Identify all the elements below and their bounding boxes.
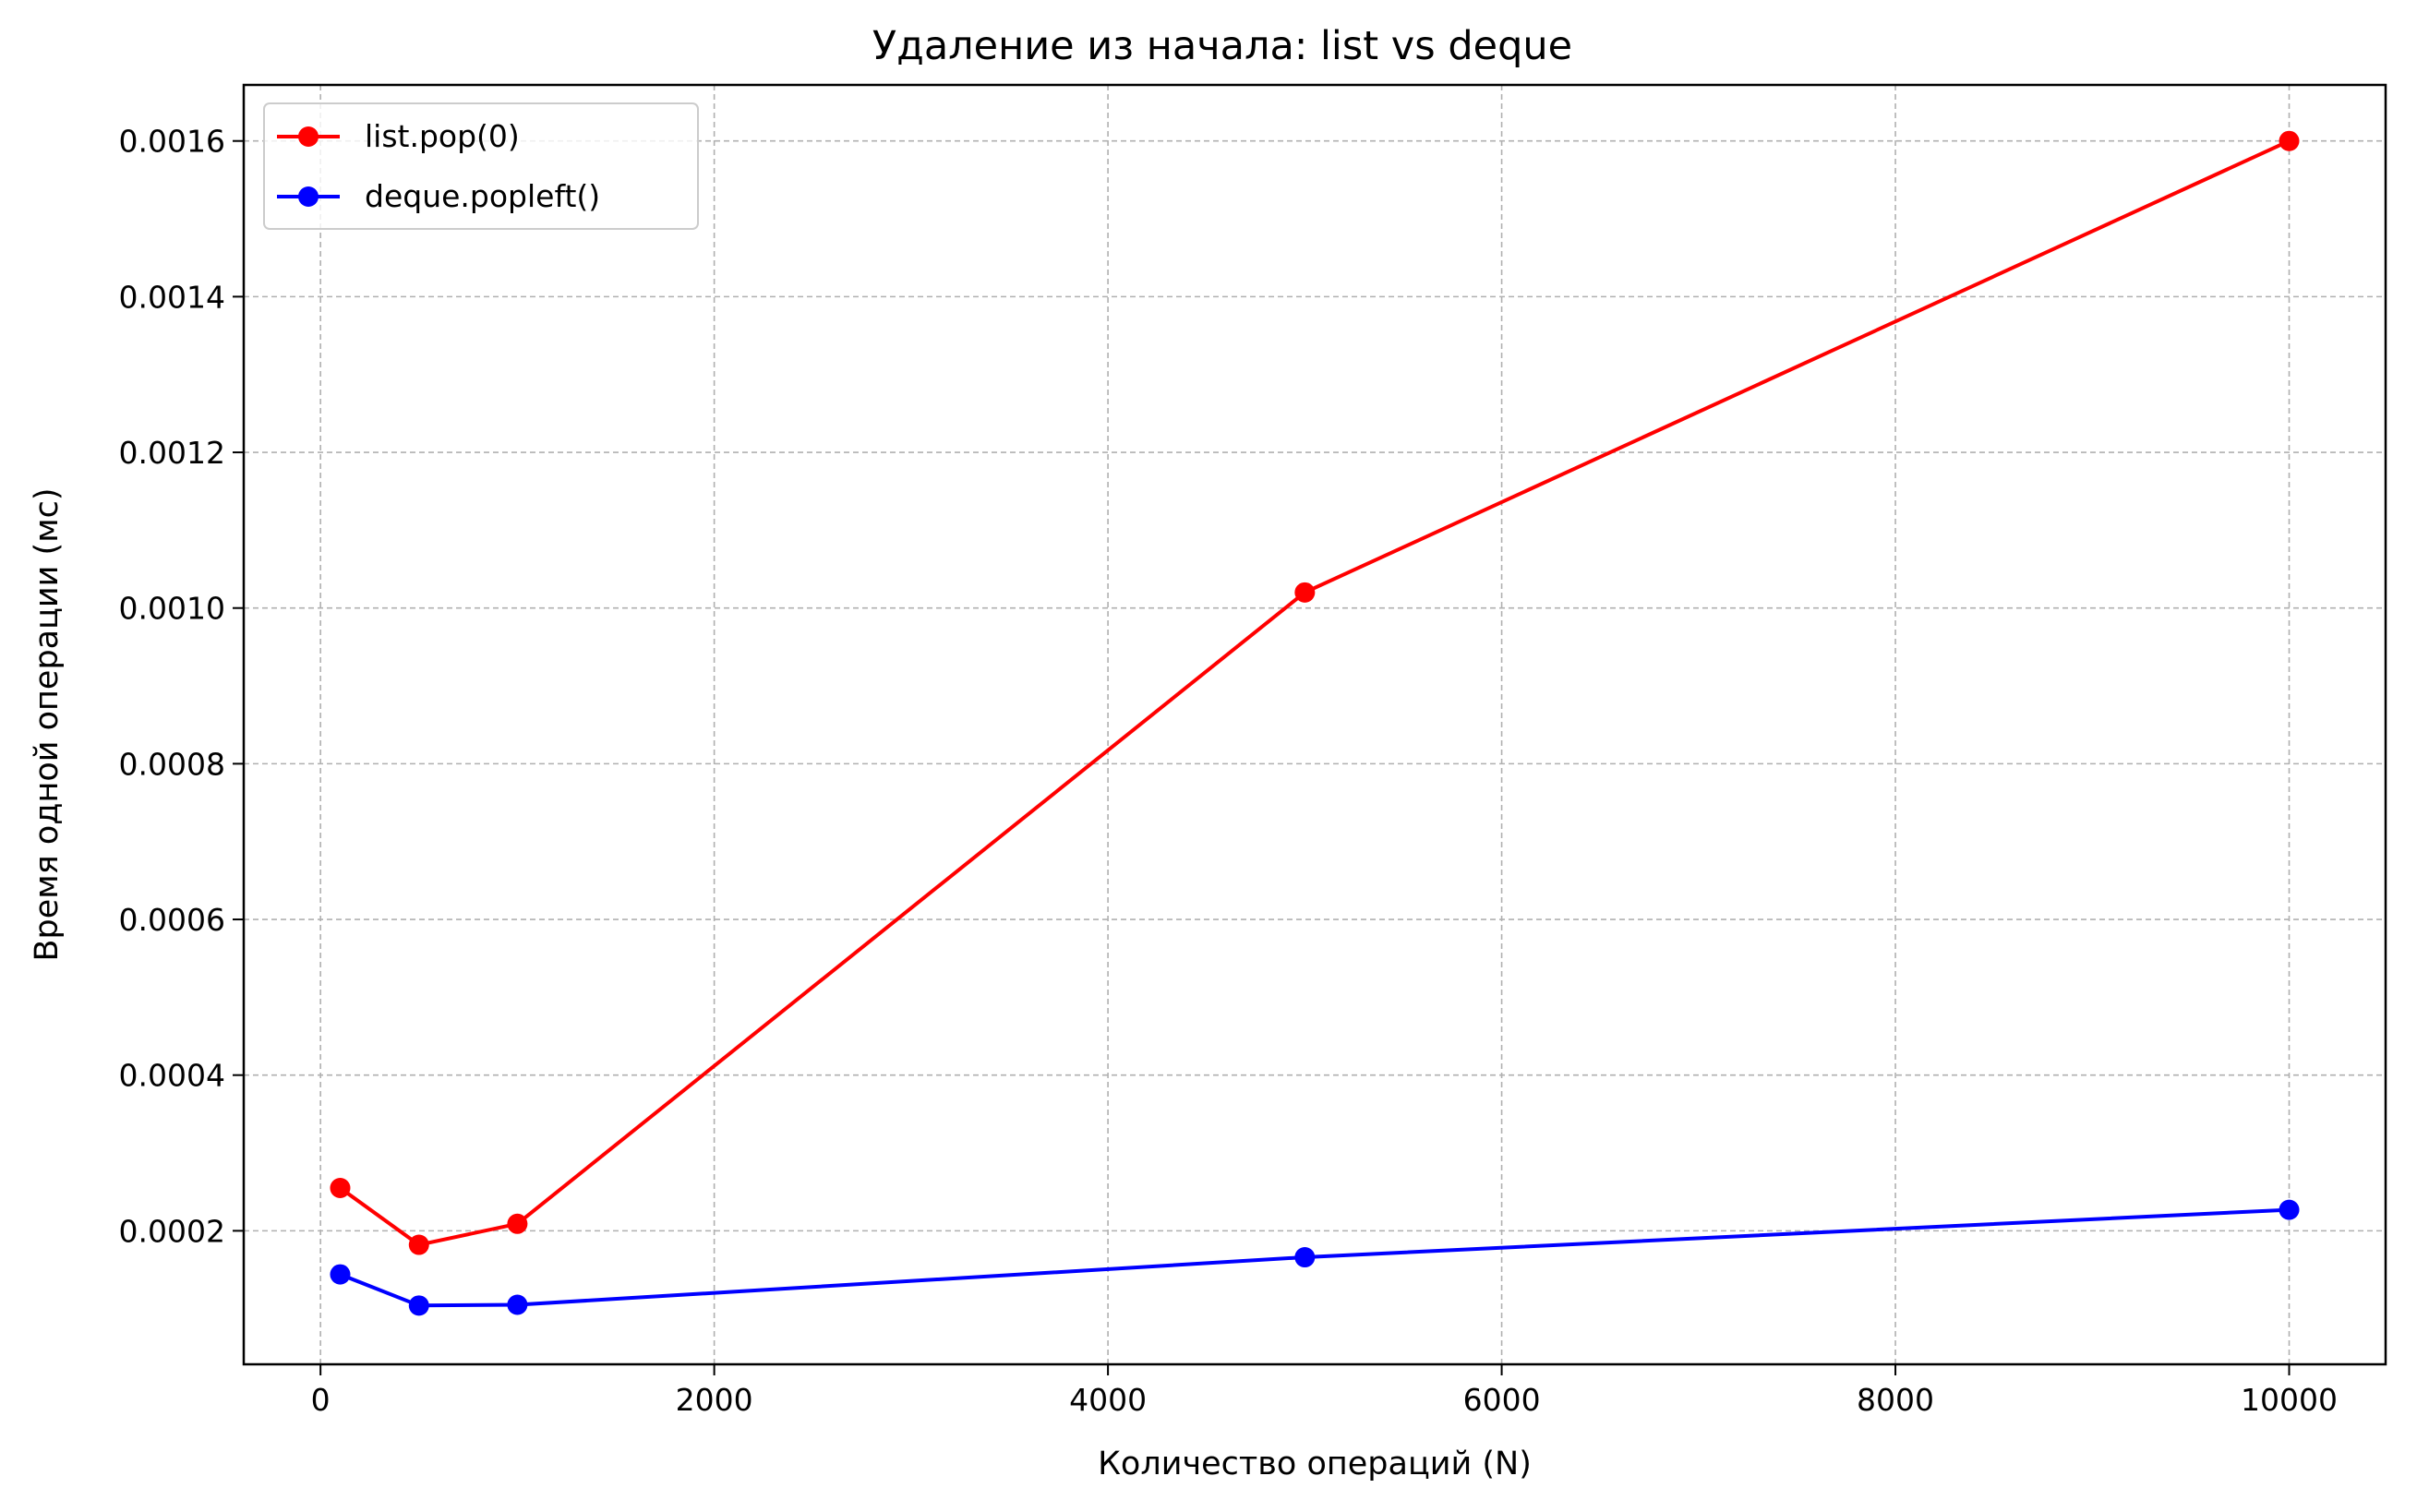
legend-box bbox=[263, 102, 699, 230]
data-point bbox=[507, 1213, 528, 1234]
chart-title: Удаление из начала: list vs deque bbox=[872, 23, 1572, 69]
data-point bbox=[1294, 582, 1316, 603]
x-tick-label: 0 bbox=[311, 1382, 331, 1418]
data-point bbox=[2279, 1199, 2300, 1220]
series-0 bbox=[330, 130, 2300, 1255]
x-tick-label: 2000 bbox=[676, 1382, 753, 1418]
data-point bbox=[1294, 1247, 1316, 1268]
y-axis: 0.0002 0.0004 0.0006 0.0008 0.0010 0.0012 0.00… bbox=[119, 124, 244, 1249]
legend-marker-list bbox=[298, 126, 319, 147]
legend-marker-deque bbox=[298, 186, 319, 207]
data-point bbox=[507, 1294, 528, 1315]
legend-label-deque: deque.popleft() bbox=[365, 178, 600, 214]
plot-area bbox=[244, 85, 2386, 1364]
y-tick-label: 0.0010 bbox=[119, 591, 225, 627]
y-tick-label: 0.0006 bbox=[119, 902, 225, 938]
data-point bbox=[330, 1264, 351, 1285]
data-point bbox=[330, 1177, 351, 1198]
y-tick-label: 0.0008 bbox=[119, 746, 225, 782]
legend-label-list: list.pop(0) bbox=[365, 118, 520, 154]
legend: list.pop(0) deque.popleft() bbox=[263, 102, 699, 230]
plot-frame bbox=[242, 83, 2387, 1366]
x-tick-label: 6000 bbox=[1463, 1382, 1541, 1418]
y-tick-label: 0.0002 bbox=[119, 1213, 225, 1249]
y-tick-label: 0.0012 bbox=[119, 435, 225, 471]
data-point bbox=[408, 1295, 429, 1316]
y-tick-label: 0.0014 bbox=[119, 279, 225, 315]
x-tick-label: 4000 bbox=[1069, 1382, 1147, 1418]
y-tick-label: 0.0004 bbox=[119, 1058, 225, 1094]
y-axis-title: Время одной операции (мс) bbox=[29, 487, 66, 961]
x-tick-label: 8000 bbox=[1857, 1382, 1934, 1418]
x-axis: 0 2000 4000 6000 8000 10000 bbox=[311, 1364, 2338, 1418]
x-tick-label: 10000 bbox=[2241, 1382, 2338, 1418]
series-1 bbox=[330, 1199, 2300, 1316]
y-tick-label: 0.0016 bbox=[119, 124, 225, 160]
data-point bbox=[408, 1234, 429, 1255]
x-axis-title: Количество операций (N) bbox=[1098, 1446, 1532, 1482]
data-point bbox=[2279, 130, 2300, 151]
grid bbox=[244, 85, 2386, 1364]
series-layer bbox=[330, 130, 2300, 1316]
